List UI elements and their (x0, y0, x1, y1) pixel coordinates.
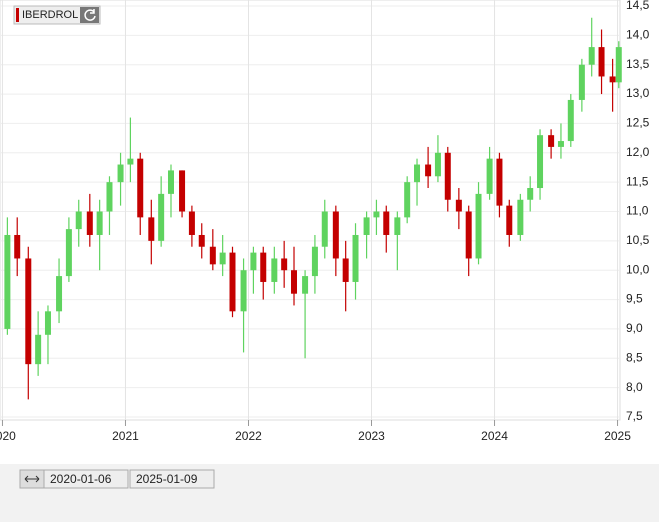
y-tick-label: 14,5 (626, 0, 650, 12)
candle-body (404, 182, 411, 218)
y-tick-label: 11,5 (626, 174, 649, 188)
candle-body (475, 193, 482, 259)
symbol-tag[interactable]: IBERDROL (13, 5, 101, 25)
candle-body (65, 229, 72, 277)
candle-body (609, 76, 616, 83)
candle-body (434, 152, 441, 177)
y-tick-label: 8,5 (626, 350, 643, 364)
candle-body (332, 211, 339, 259)
candle-body (127, 158, 134, 165)
symbol-marker (16, 8, 19, 22)
y-tick-label: 10,0 (626, 262, 650, 276)
candle-body (25, 258, 32, 365)
candle-body (137, 158, 144, 218)
symbol-box[interactable] (13, 5, 101, 25)
candle-body (373, 211, 380, 218)
end-date: 2025-01-09 (136, 472, 198, 486)
candle-body (44, 311, 51, 335)
candle-body (578, 64, 585, 100)
candle-body (167, 170, 174, 194)
range-icon (24, 475, 40, 483)
x-tick-label: 2022 (235, 429, 262, 443)
refresh-icon (84, 9, 96, 21)
candle-body (444, 152, 451, 200)
candle-body (56, 276, 63, 312)
candle-body (260, 252, 267, 282)
candle-body (148, 217, 155, 241)
x-tick-label: 2023 (358, 429, 385, 443)
x-tick-label: 2025 (604, 429, 631, 443)
candle-body (557, 141, 564, 147)
candle-body (537, 135, 544, 189)
candle-body (615, 47, 622, 83)
y-tick-label: 9,5 (626, 292, 643, 306)
candle-body (548, 135, 555, 147)
candle-body (219, 252, 226, 265)
candle-body (342, 258, 349, 282)
y-tick-label: 7,5 (626, 409, 643, 423)
candle-body (311, 246, 318, 277)
candle-body (425, 164, 432, 177)
candle-body (209, 246, 216, 265)
candle-body (14, 234, 21, 259)
candle-body (75, 211, 82, 230)
candle-body (281, 258, 288, 271)
candle-body (506, 205, 513, 235)
candle-body (321, 211, 328, 247)
candle-body (35, 334, 42, 365)
y-tick-label: 8,0 (626, 380, 643, 394)
x-tick-label: 2021 (112, 429, 139, 443)
candle-body (158, 193, 165, 241)
candle-body (527, 188, 534, 200)
candle-body (250, 252, 257, 271)
candle-body (4, 234, 11, 329)
candle-body (229, 252, 236, 312)
x-tick-label: 2024 (481, 429, 508, 443)
candle-body (414, 164, 421, 183)
candle-body (352, 234, 359, 282)
candle-body (117, 164, 124, 183)
candle-body (198, 234, 205, 247)
y-tick-label: 14,0 (626, 28, 650, 42)
y-tick-label: 12,0 (626, 145, 650, 159)
candle-body (86, 211, 93, 235)
candle-body (517, 199, 524, 235)
start-date-box[interactable] (43, 469, 129, 489)
y-tick-label: 13,5 (626, 57, 650, 71)
candle-body (302, 276, 309, 294)
candle-body (383, 211, 390, 235)
candle-body (465, 211, 472, 259)
candle-body (96, 211, 103, 235)
end-date-box[interactable] (129, 469, 215, 489)
candle-body (394, 217, 401, 235)
candle-body (363, 217, 370, 235)
plot-area (0, 0, 621, 421)
candle-body (291, 270, 298, 294)
candle-body (188, 211, 195, 235)
y-tick-label: 10,5 (626, 233, 650, 247)
y-tick-label: 12,5 (626, 116, 650, 130)
start-date: 2020-01-06 (50, 472, 112, 486)
y-tick-label: 11,0 (626, 204, 649, 218)
candle-body (588, 47, 595, 65)
x-tick-label: 2020 (0, 429, 16, 443)
candle-body (106, 182, 113, 212)
candle-body (486, 158, 493, 194)
candle-body (455, 199, 462, 212)
candle-body (240, 270, 247, 312)
symbol-text: IBERDROL (22, 9, 78, 21)
y-tick-label: 9,0 (626, 321, 643, 335)
y-tick-label: 13,0 (626, 86, 650, 100)
candle-body (567, 99, 574, 142)
candle-body (598, 47, 605, 77)
candle-body (271, 258, 278, 282)
candle-body (179, 170, 186, 212)
candle-body (496, 158, 503, 206)
